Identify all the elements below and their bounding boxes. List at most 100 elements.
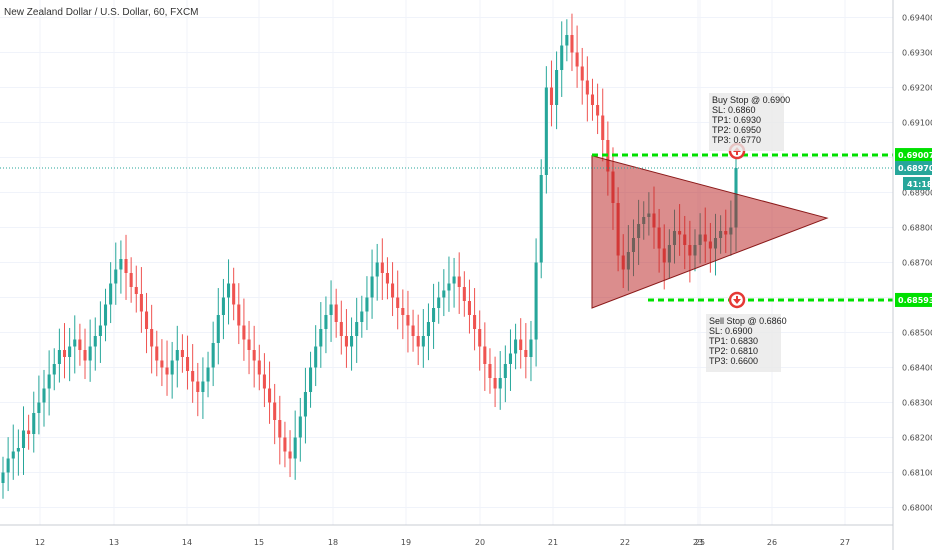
candle-body [109, 283, 113, 305]
candle-body [144, 311, 149, 329]
candle-body [391, 283, 395, 298]
candle-body [273, 402, 277, 420]
candle-body [191, 371, 195, 382]
sell-annotation-line: TP1: 0.6830 [709, 336, 758, 346]
candle-body [309, 367, 313, 392]
y-tick-label: 0.68200 [902, 434, 932, 443]
candle-body [519, 339, 523, 350]
candle-body [257, 360, 261, 375]
candle-body [93, 336, 97, 347]
candle-body [134, 287, 138, 294]
candle-body [73, 339, 77, 347]
candle-body [575, 52, 579, 67]
candle-body [503, 364, 507, 378]
candle-body [242, 325, 246, 340]
price-badge [895, 292, 932, 307]
candle-body [580, 66, 584, 81]
price-badge-label: 0.69007 [898, 151, 932, 160]
candle-body [360, 311, 364, 322]
candle-body [201, 381, 205, 392]
candle-body [370, 276, 374, 298]
candle-body [416, 336, 420, 347]
grid [0, 0, 893, 525]
candle-body [529, 339, 533, 357]
x-tick-label: 12 [35, 538, 45, 547]
y-tick-label: 0.68900 [902, 189, 932, 198]
candle-body [534, 262, 538, 340]
sell-annotation-line: TP3: 0.6600 [709, 356, 758, 366]
y-tick-label: 0.68400 [902, 364, 932, 373]
candle-body [6, 458, 10, 473]
candle-body [498, 378, 502, 389]
y-tick-label: 0.68500 [902, 329, 932, 338]
candle-body [380, 262, 384, 273]
y-tick-label: 0.68100 [902, 469, 932, 478]
candle-body [211, 343, 215, 368]
candle-body [319, 329, 323, 347]
x-tick-label: 15 [254, 538, 264, 547]
candle-body [293, 437, 297, 459]
candle-body [165, 367, 169, 375]
candle-body [324, 315, 328, 329]
candle-body [37, 402, 41, 413]
candle-body [98, 325, 102, 336]
candle-body [78, 339, 82, 350]
candle-body [350, 336, 354, 347]
y-tick-label: 0.69100 [902, 119, 932, 128]
candle-body [57, 350, 61, 364]
candle-body [524, 350, 528, 357]
candle-body [47, 374, 51, 389]
candle-body [590, 94, 595, 105]
buy-annotation-line: Buy Stop @ 0.6900 [712, 95, 790, 105]
candle-body [1, 472, 5, 483]
candle-body [488, 364, 492, 378]
sell-annotation-line: SL: 0.6900 [709, 326, 753, 336]
candle-body [52, 364, 56, 375]
candle-body [247, 339, 251, 350]
candle-body [462, 287, 466, 301]
candle-body [565, 35, 569, 46]
sell-annotation-line: TP2: 0.6810 [709, 346, 758, 356]
candle-body [544, 87, 548, 175]
candle-body [452, 276, 456, 284]
countdown-label: 41:18 [907, 180, 932, 189]
candle-body [16, 448, 20, 452]
candle-body [83, 350, 87, 361]
y-axis: 0.694000.693000.692000.691000.690000.689… [892, 0, 932, 550]
candle-body [216, 315, 220, 343]
buy-annotation-line: TP1: 0.6930 [712, 115, 761, 125]
candle-body [185, 357, 190, 371]
candle-body [355, 322, 359, 336]
candle-body [221, 297, 225, 315]
candle-body [88, 346, 92, 361]
candle-body [570, 35, 574, 53]
candle-body [493, 378, 497, 389]
candle-body [237, 304, 241, 326]
x-tick-label: 25 [695, 538, 705, 547]
y-tick-label: 0.68800 [902, 224, 932, 233]
candle-body [437, 297, 441, 308]
candle-body [21, 430, 26, 448]
candle-body [457, 276, 461, 287]
candle-body [62, 350, 67, 357]
countdown-badge [903, 177, 930, 190]
candle-body [278, 420, 282, 438]
x-tick-label: 14 [182, 538, 192, 547]
sell-annotation-box [706, 314, 781, 372]
candle-body [119, 259, 123, 270]
candle-body [385, 273, 389, 284]
candle-body [549, 87, 554, 105]
candle-body [124, 259, 128, 273]
x-tick-label: 21 [548, 538, 558, 547]
candle-body [560, 45, 564, 70]
y-tick-label: 0.69300 [902, 49, 932, 58]
candle-body [298, 416, 302, 438]
candle-body [467, 301, 471, 315]
candle-body [268, 388, 272, 403]
candle-body [365, 297, 369, 312]
candle-body [483, 346, 487, 364]
candle-body [180, 350, 184, 357]
